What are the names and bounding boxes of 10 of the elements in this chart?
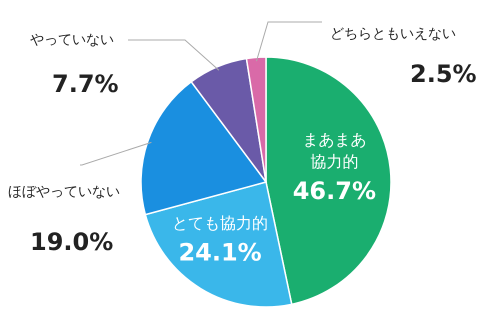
data-label: 7.7% <box>52 70 119 98</box>
data-label: 19.0% <box>30 228 114 256</box>
slice-label: やっていない <box>30 32 114 48</box>
slice-label: ほぼやっていない <box>8 184 120 200</box>
slice-label: まあまあ協力的 <box>302 130 366 171</box>
data-label: 24.1% <box>178 238 262 267</box>
data-label: 2.5% <box>410 60 477 88</box>
slice-label: どちらともいえない <box>330 26 456 42</box>
data-label: 46.7% <box>292 176 376 205</box>
slice-label: とても協力的 <box>172 214 268 233</box>
